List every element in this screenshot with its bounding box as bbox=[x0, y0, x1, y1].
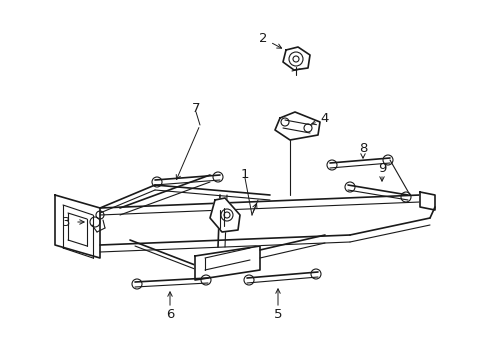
Text: 9: 9 bbox=[377, 162, 386, 175]
Text: 5: 5 bbox=[273, 309, 282, 321]
Text: 2: 2 bbox=[258, 31, 267, 45]
Text: 4: 4 bbox=[320, 112, 328, 125]
Text: 3: 3 bbox=[61, 216, 70, 229]
Text: 7: 7 bbox=[191, 102, 200, 114]
Polygon shape bbox=[274, 112, 319, 140]
Text: 6: 6 bbox=[165, 309, 174, 321]
Polygon shape bbox=[283, 47, 309, 70]
Text: 1: 1 bbox=[240, 168, 249, 181]
Text: 8: 8 bbox=[358, 141, 366, 154]
Polygon shape bbox=[55, 195, 100, 258]
Polygon shape bbox=[209, 198, 240, 232]
Polygon shape bbox=[419, 192, 434, 210]
Polygon shape bbox=[195, 246, 260, 280]
